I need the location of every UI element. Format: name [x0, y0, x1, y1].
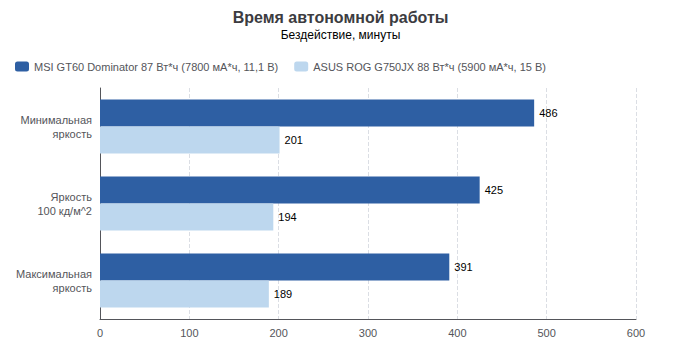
svg-text:189: 189: [274, 288, 292, 300]
svg-text:ASUS ROG G750JX 88 Вт*ч (5900: ASUS ROG G750JX 88 Вт*ч (5900 мА*ч, 15 В…: [313, 61, 546, 73]
svg-text:391: 391: [454, 261, 472, 273]
svg-text:яркость: яркость: [53, 128, 93, 140]
svg-text:486: 486: [539, 107, 557, 119]
svg-text:Яркость: Яркость: [51, 191, 93, 203]
svg-text:600: 600: [627, 327, 645, 339]
svg-text:425: 425: [485, 184, 503, 196]
svg-text:400: 400: [448, 327, 466, 339]
svg-text:Максимальная: Максимальная: [16, 268, 92, 280]
svg-text:300: 300: [359, 327, 377, 339]
svg-text:500: 500: [537, 327, 555, 339]
svg-text:194: 194: [278, 211, 296, 223]
svg-text:Минимальная: Минимальная: [20, 114, 92, 126]
svg-text:100 кд/м^2: 100 кд/м^2: [37, 205, 92, 217]
svg-text:100: 100: [180, 327, 198, 339]
svg-text:0: 0: [97, 327, 103, 339]
svg-text:MSI GT60 Dominator 87 Вт*ч (78: MSI GT60 Dominator 87 Вт*ч (7800 мА*ч, 1…: [34, 61, 278, 73]
svg-text:200: 200: [269, 327, 287, 339]
svg-text:Время автономной работы: Время автономной работы: [233, 9, 449, 26]
svg-text:Бездействие, минуты: Бездействие, минуты: [281, 28, 401, 42]
svg-text:201: 201: [285, 134, 303, 146]
svg-text:яркость: яркость: [53, 282, 93, 294]
